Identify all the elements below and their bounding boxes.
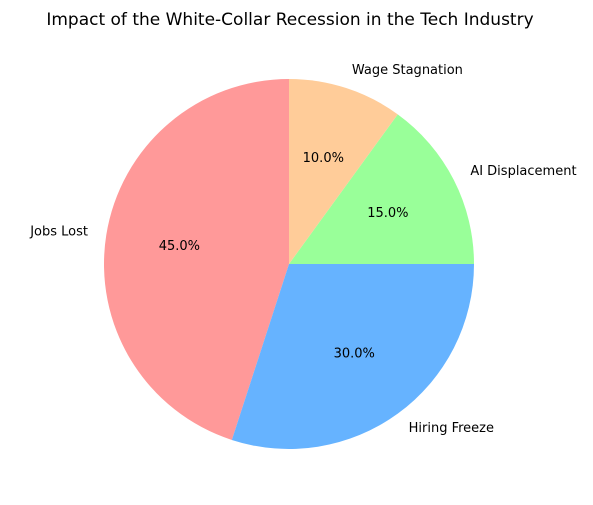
- pie-slice-wage-stagnation: [289, 79, 398, 264]
- slice-percent-jobs-lost: 45.0%: [159, 239, 200, 254]
- pie-slice-jobs-lost: [103, 79, 290, 440]
- pie-slice-ai-displacement: [289, 114, 474, 265]
- slice-percent-wage-stagnation: 10.0%: [303, 151, 344, 166]
- slice-label-ai-displacement: AI Displacement: [470, 164, 576, 179]
- chart-title: Impact of the White-Collar Recession in …: [46, 10, 533, 30]
- pie-slice-hiring-freeze: [231, 264, 474, 450]
- slice-label-jobs-lost: Jobs Lost: [29, 225, 88, 240]
- slice-percent-ai-displacement: 15.0%: [367, 206, 408, 221]
- slice-percent-hiring-freeze: 30.0%: [334, 346, 375, 361]
- slice-label-hiring-freeze: Hiring Freeze: [409, 421, 494, 436]
- pie-labels: Jobs Lost 45.0% Hiring Freeze 30.0% AI Displ…: [29, 63, 576, 436]
- slice-label-wage-stagnation: Wage Stagnation: [352, 63, 463, 78]
- pie-slices: [103, 79, 474, 450]
